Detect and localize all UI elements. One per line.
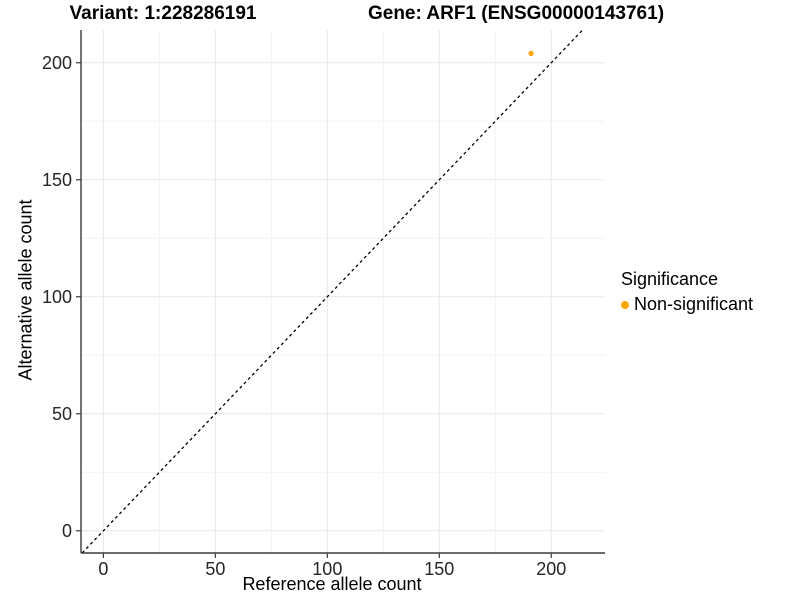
y-axis-title: Alternative allele count [15,199,36,381]
legend-item-label: Non-significant [634,294,754,314]
plot-title-gene: Gene: ARF1 (ENSG00000143761) [367,3,665,24]
x-tick-label: 0 [98,559,108,579]
x-tick-label: 100 [312,559,342,579]
data-point [528,50,534,57]
legend: Significance Non-significant [621,269,753,315]
y-tick-label: 150 [42,170,72,190]
y-tick-label: 0 [62,521,72,541]
identity-reference-line [81,29,584,554]
x-tick-label: 200 [536,559,566,579]
plot-title-variant: Variant: 1:228286191 [69,3,257,24]
x-tick-label: 150 [424,559,454,579]
y-tick-label: 200 [42,53,72,73]
x-axis-title: Reference allele count [242,574,422,594]
y-tick-label: 100 [42,287,72,307]
y-tick-label: 50 [52,404,72,424]
legend-item: Non-significant [621,294,753,315]
legend-point-circle-icon [621,300,629,309]
x-tick-label: 50 [205,559,225,579]
legend-title: Significance [621,269,719,289]
